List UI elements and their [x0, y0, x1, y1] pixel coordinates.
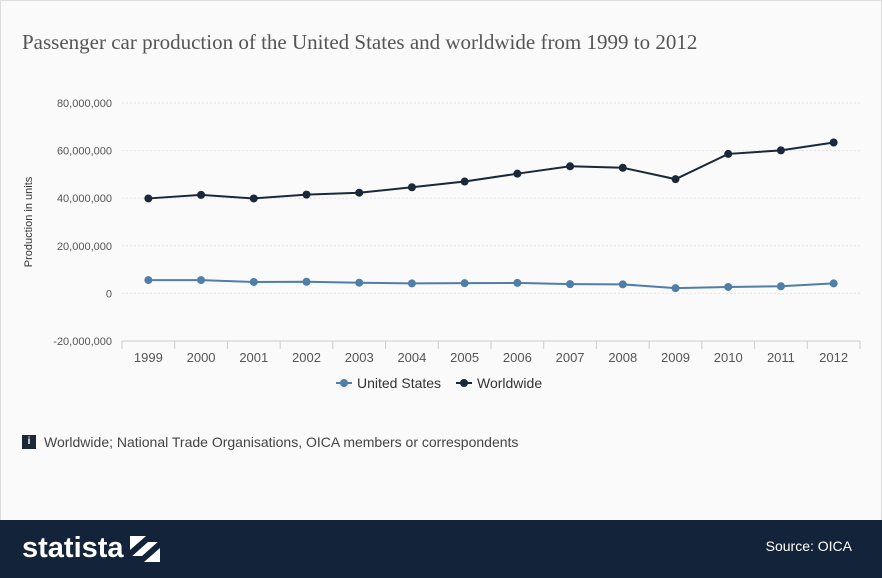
- y-tick-label: -20,000,000: [53, 336, 112, 348]
- legend-marker: [460, 379, 468, 387]
- y-tick-label: 80,000,000: [57, 98, 112, 110]
- data-point: [197, 276, 206, 285]
- x-tick-label: 2001: [239, 350, 268, 365]
- y-tick-label: 20,000,000: [57, 241, 112, 253]
- data-point: [460, 177, 469, 186]
- info-icon: i: [22, 435, 36, 449]
- footnote: i Worldwide; National Trade Organisations…: [22, 434, 518, 450]
- data-point: [249, 277, 258, 286]
- chart-title: Passenger car production of the United S…: [22, 30, 698, 54]
- x-tick-label: 2010: [714, 350, 743, 365]
- x-tick-label: 2004: [397, 350, 426, 365]
- statista-logo-icon: [129, 535, 160, 562]
- data-point: [355, 188, 364, 197]
- x-tick-label: 2002: [292, 350, 321, 365]
- data-point: [829, 138, 838, 147]
- data-point: [829, 279, 838, 288]
- x-tick-label: 2008: [608, 350, 637, 365]
- x-tick-label: 2000: [187, 350, 216, 365]
- data-point: [618, 163, 627, 172]
- data-point: [355, 278, 364, 287]
- x-tick-label: 2006: [503, 350, 532, 365]
- data-point: [724, 149, 733, 158]
- data-point: [566, 280, 575, 289]
- y-tick-label: 40,000,000: [57, 193, 112, 205]
- data-point: [249, 194, 258, 203]
- data-point: [618, 280, 627, 289]
- x-tick-label: 2005: [450, 350, 479, 365]
- statista-logo[interactable]: statista: [22, 532, 160, 565]
- source-text: Source: OICA: [765, 538, 852, 554]
- data-point: [776, 282, 785, 291]
- data-point: [144, 194, 153, 203]
- y-tick-label: 60,000,000: [57, 146, 112, 158]
- footnote-text: Worldwide; National Trade Organisations,…: [44, 434, 519, 450]
- data-point: [513, 169, 522, 178]
- data-point: [197, 190, 206, 199]
- logo-text: statista: [22, 532, 124, 564]
- data-point: [671, 284, 680, 293]
- series-line-0: [148, 279, 834, 290]
- y-axis-label: Production in units: [23, 176, 35, 267]
- data-point: [302, 277, 311, 286]
- data-point: [302, 190, 311, 199]
- data-point: [724, 282, 733, 291]
- x-tick-label: 2009: [661, 350, 690, 365]
- y-tick-label: 0: [106, 288, 112, 300]
- data-point: [776, 146, 785, 155]
- data-point: [407, 183, 416, 192]
- x-tick-label: 2012: [819, 350, 848, 365]
- data-point: [513, 278, 522, 287]
- x-tick-label: 1999: [134, 350, 163, 365]
- legend-label: United States: [357, 375, 441, 391]
- series-line-1: [148, 141, 834, 200]
- data-point: [671, 175, 680, 184]
- x-tick-label: 2003: [345, 350, 374, 365]
- x-tick-label: 2011: [767, 350, 795, 365]
- line-chart: -20,000,000 0 20,000,000 40,000,000 60,000,0…: [23, 98, 861, 391]
- legend-label: Worldwide: [477, 375, 542, 391]
- x-tick-label: 2007: [556, 350, 585, 365]
- data-point: [460, 279, 469, 288]
- legend-marker: [340, 379, 348, 387]
- data-point: [407, 279, 416, 288]
- footer: statista Source: OICA: [0, 520, 882, 578]
- data-point: [144, 276, 153, 285]
- data-point: [566, 162, 575, 171]
